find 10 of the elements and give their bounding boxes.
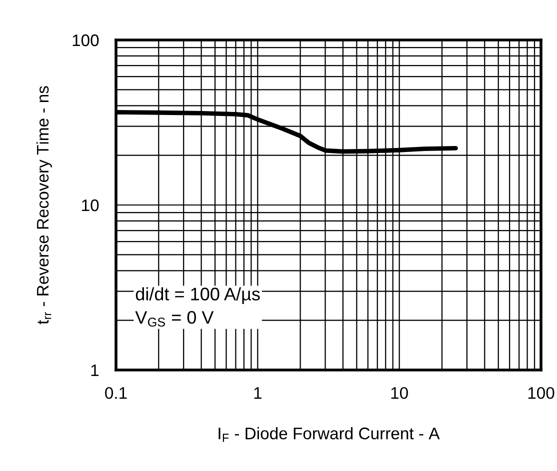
x-tick-label: 0.1 xyxy=(105,387,127,399)
y-tick-label: 1 xyxy=(91,364,99,376)
x-axis-title: I$_{F}$ - Diode Forward Current - A xyxy=(218,427,440,442)
y-axis-title: t$_{rr}$ - Reverse Recovery Time - ns xyxy=(36,86,52,324)
x-tick-label: 100 xyxy=(528,387,554,399)
x-tick-label: 1 xyxy=(254,387,262,399)
y-tick-label: 100 xyxy=(72,34,99,46)
y-tick-label: 10 xyxy=(82,199,99,212)
annotation: di/dt = 100 A/µs V$_{GS}$ = 0 V xyxy=(135,287,260,327)
x-tick-label: 10 xyxy=(391,387,408,399)
